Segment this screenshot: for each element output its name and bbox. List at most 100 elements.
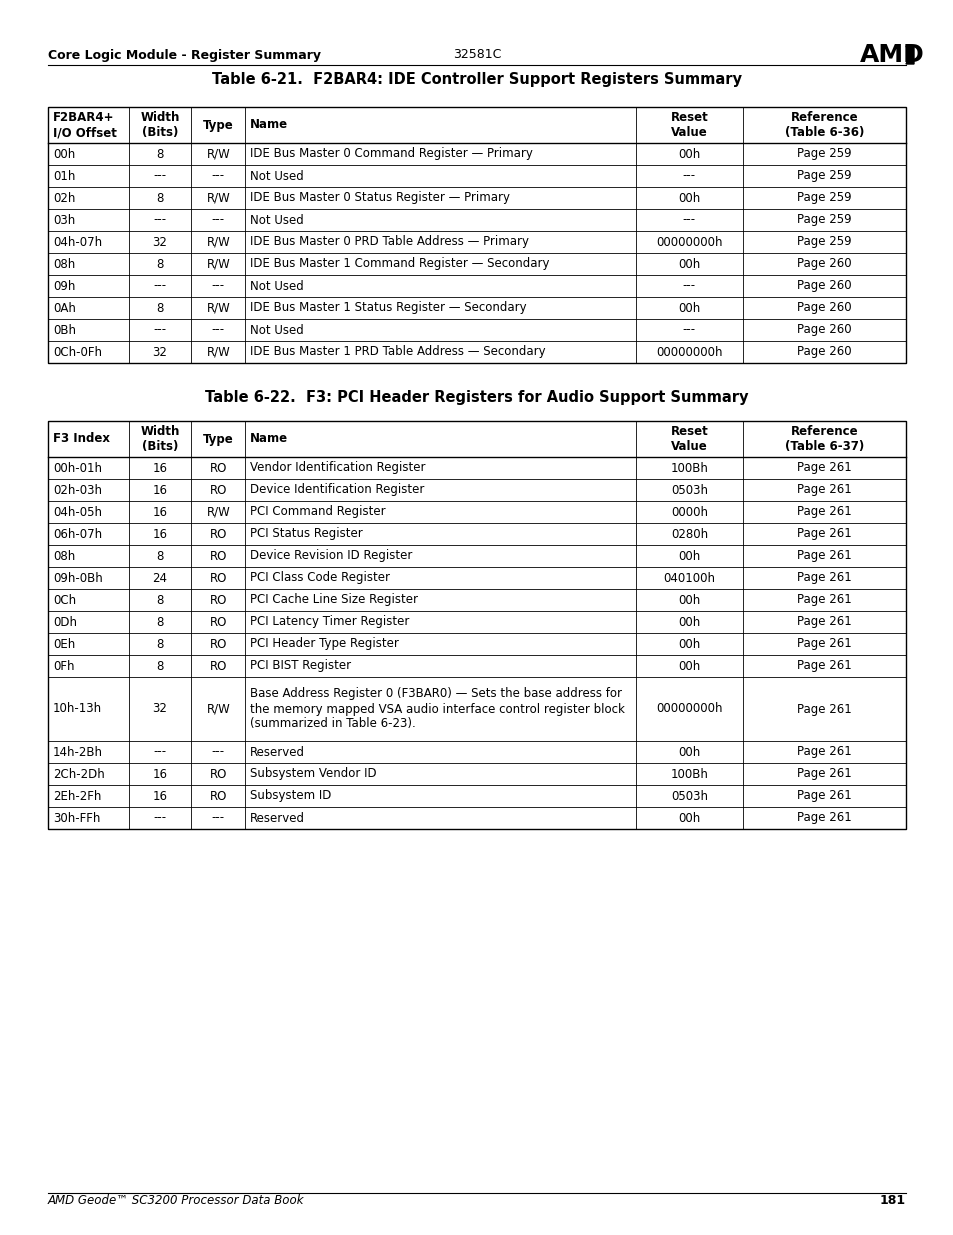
Text: PCI Status Register: PCI Status Register [250, 527, 363, 541]
Text: F2BAR4+
I/O Offset: F2BAR4+ I/O Offset [53, 111, 117, 140]
Text: 16: 16 [152, 505, 168, 519]
Text: R/W: R/W [206, 346, 230, 358]
Text: R/W: R/W [206, 301, 230, 315]
Text: 0000h: 0000h [670, 505, 707, 519]
Text: ---: --- [212, 169, 225, 183]
Text: 00000000h: 00000000h [656, 346, 721, 358]
Text: IDE Bus Master 1 Status Register — Secondary: IDE Bus Master 1 Status Register — Secon… [250, 301, 526, 315]
Text: 08h: 08h [53, 550, 75, 562]
Text: 02h: 02h [53, 191, 75, 205]
Text: Page 261: Page 261 [797, 594, 851, 606]
Text: 100Bh: 100Bh [670, 767, 707, 781]
Text: IDE Bus Master 1 PRD Table Address — Secondary: IDE Bus Master 1 PRD Table Address — Sec… [250, 346, 545, 358]
Text: 0Ch: 0Ch [53, 594, 76, 606]
Text: Page 261: Page 261 [797, 550, 851, 562]
Text: Page 261: Page 261 [797, 767, 851, 781]
Text: Reference
(Table 6-36): Reference (Table 6-36) [784, 111, 863, 140]
Text: 32: 32 [152, 236, 167, 248]
Text: Subsystem ID: Subsystem ID [250, 789, 332, 803]
Text: 0Dh: 0Dh [53, 615, 77, 629]
Text: 0Ah: 0Ah [53, 301, 76, 315]
Text: Reference
(Table 6-37): Reference (Table 6-37) [784, 425, 863, 453]
Text: 100Bh: 100Bh [670, 462, 707, 474]
Text: ---: --- [153, 811, 167, 825]
Text: 8: 8 [156, 637, 164, 651]
Text: R/W: R/W [206, 191, 230, 205]
Text: Device Revision ID Register: Device Revision ID Register [250, 550, 413, 562]
Text: 00h: 00h [678, 811, 700, 825]
Text: RO: RO [210, 615, 227, 629]
Text: AMD Geode™ SC3200 Processor Data Book: AMD Geode™ SC3200 Processor Data Book [48, 1194, 304, 1207]
Bar [48, 421, 905, 829]
Text: Page 261: Page 261 [797, 746, 851, 758]
Text: Base Address Register 0 (F3BAR0) — Sets the base address for
the memory mapped V: Base Address Register 0 (F3BAR0) — Sets … [250, 688, 624, 730]
Text: 32: 32 [152, 703, 167, 715]
Text: Name: Name [250, 119, 288, 131]
Text: 8: 8 [156, 615, 164, 629]
Text: 16: 16 [152, 767, 168, 781]
Text: RO: RO [210, 637, 227, 651]
Text: 00h: 00h [678, 550, 700, 562]
Text: PCI Cache Line Size Register: PCI Cache Line Size Register [250, 594, 418, 606]
Text: 00h: 00h [678, 191, 700, 205]
Text: Page 261: Page 261 [797, 483, 851, 496]
Text: RO: RO [210, 594, 227, 606]
Text: RO: RO [210, 659, 227, 673]
Text: 06h-07h: 06h-07h [53, 527, 102, 541]
Text: IDE Bus Master 0 Status Register — Primary: IDE Bus Master 0 Status Register — Prima… [250, 191, 510, 205]
Text: ---: --- [212, 324, 225, 336]
Text: Vendor Identification Register: Vendor Identification Register [250, 462, 425, 474]
Text: 2Ch-2Dh: 2Ch-2Dh [53, 767, 105, 781]
Text: 04h-07h: 04h-07h [53, 236, 102, 248]
Text: Page 260: Page 260 [797, 301, 851, 315]
Text: 8: 8 [156, 301, 164, 315]
Text: Reserved: Reserved [250, 811, 305, 825]
Text: 09h-0Bh: 09h-0Bh [53, 572, 103, 584]
Text: Page 261: Page 261 [797, 789, 851, 803]
Text: ---: --- [212, 279, 225, 293]
Text: PCI Header Type Register: PCI Header Type Register [250, 637, 398, 651]
Text: R/W: R/W [206, 258, 230, 270]
Text: ---: --- [153, 279, 167, 293]
Text: Table 6-21.  F2BAR4: IDE Controller Support Registers Summary: Table 6-21. F2BAR4: IDE Controller Suppo… [212, 72, 741, 86]
Text: 00h: 00h [678, 594, 700, 606]
Text: Not Used: Not Used [250, 279, 304, 293]
Text: 00h: 00h [678, 746, 700, 758]
Text: IDE Bus Master 0 Command Register — Primary: IDE Bus Master 0 Command Register — Prim… [250, 147, 533, 161]
Text: 0503h: 0503h [670, 483, 707, 496]
Text: 24: 24 [152, 572, 168, 584]
Text: ---: --- [212, 746, 225, 758]
Text: ---: --- [153, 324, 167, 336]
Text: 8: 8 [156, 550, 164, 562]
Text: 0503h: 0503h [670, 789, 707, 803]
Text: Reset
Value: Reset Value [670, 111, 707, 140]
Text: 32: 32 [152, 346, 167, 358]
Text: Page 261: Page 261 [797, 703, 851, 715]
Text: 0280h: 0280h [670, 527, 707, 541]
Text: ---: --- [153, 746, 167, 758]
Text: F3 Index: F3 Index [53, 432, 110, 446]
Text: ---: --- [682, 169, 695, 183]
Text: PCI BIST Register: PCI BIST Register [250, 659, 351, 673]
Text: IDE Bus Master 1 Command Register — Secondary: IDE Bus Master 1 Command Register — Seco… [250, 258, 549, 270]
Text: PCI Command Register: PCI Command Register [250, 505, 386, 519]
Text: Page 259: Page 259 [797, 169, 851, 183]
Text: 16: 16 [152, 483, 168, 496]
Text: RO: RO [210, 789, 227, 803]
Text: Type: Type [203, 432, 233, 446]
Text: 181: 181 [879, 1194, 905, 1207]
Text: 00h: 00h [678, 301, 700, 315]
Text: 04h-05h: 04h-05h [53, 505, 102, 519]
Text: 16: 16 [152, 789, 168, 803]
Text: 00h: 00h [678, 147, 700, 161]
Text: Not Used: Not Used [250, 214, 304, 226]
Text: Page 260: Page 260 [797, 279, 851, 293]
Text: ---: --- [682, 214, 695, 226]
Text: ---: --- [682, 279, 695, 293]
Text: Subsystem Vendor ID: Subsystem Vendor ID [250, 767, 376, 781]
Text: R/W: R/W [206, 236, 230, 248]
Text: Page 260: Page 260 [797, 258, 851, 270]
Text: Device Identification Register: Device Identification Register [250, 483, 424, 496]
Text: R/W: R/W [206, 147, 230, 161]
Text: R/W: R/W [206, 703, 230, 715]
